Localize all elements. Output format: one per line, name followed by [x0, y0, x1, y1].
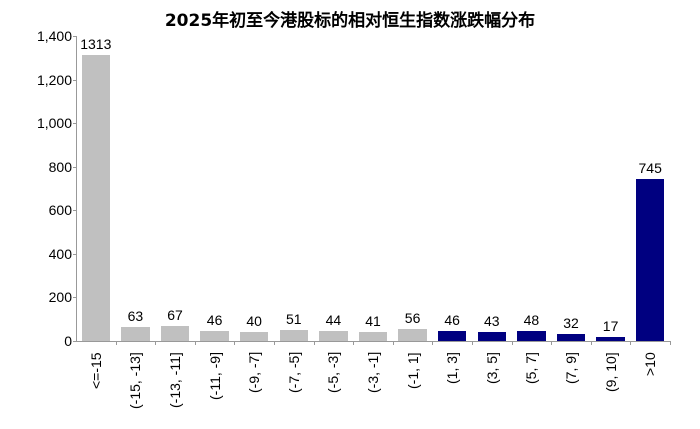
bar [437, 330, 467, 341]
bar [556, 334, 586, 341]
x-tick-label: (-7, -5] [285, 351, 302, 393]
x-tick-mark [313, 341, 315, 345]
bar [477, 331, 507, 341]
data-label: 43 [484, 312, 500, 329]
bar [596, 337, 625, 341]
bar [81, 54, 111, 341]
bar [635, 178, 665, 341]
data-label: 67 [167, 307, 183, 324]
x-tick-mark [155, 341, 157, 345]
x-tick-label: (3, 5] [483, 352, 500, 384]
bar [200, 330, 229, 341]
x-tick-label: (-1, 1] [404, 352, 421, 389]
x-tick-mark [353, 341, 355, 345]
bar [517, 330, 546, 341]
x-tick-label: <=-15 [87, 352, 104, 389]
data-label: 51 [286, 310, 302, 327]
x-tick-mark [630, 341, 632, 345]
bar [239, 332, 269, 341]
x-tick-mark [234, 341, 236, 345]
x-tick-label: (5, 7] [523, 352, 540, 384]
y-tick-label: 400 [48, 245, 72, 262]
data-label: 41 [365, 313, 381, 330]
bar [398, 328, 427, 341]
data-label: 46 [206, 311, 223, 328]
x-tick-mark [551, 341, 553, 345]
x-tick-mark [670, 341, 671, 345]
x-tick-label: >10 [642, 352, 659, 376]
data-label: 44 [325, 312, 342, 329]
data-label: 745 [638, 159, 662, 176]
y-axis [76, 36, 77, 342]
x-tick-mark [115, 341, 117, 345]
data-label: 17 [602, 318, 619, 335]
x-tick-label: (-11, -9] [206, 352, 223, 400]
y-tick-mark [73, 79, 77, 81]
x-axis [76, 341, 670, 342]
bar [160, 326, 190, 341]
y-tick-mark [73, 36, 77, 37]
y-tick-label: 600 [48, 202, 72, 219]
x-tick-label: (1, 3] [444, 352, 461, 384]
x-tick-mark [392, 341, 394, 345]
data-label: 63 [127, 308, 144, 325]
y-tick-mark [73, 341, 77, 342]
x-tick-label: (-5, -3] [325, 351, 342, 393]
x-tick-mark [590, 341, 592, 345]
x-tick-label: (-9, -7] [246, 351, 263, 393]
y-tick-label: 1,000 [36, 115, 72, 132]
bar [319, 331, 348, 341]
y-tick-label: 1,400 [36, 28, 72, 44]
x-tick-mark [511, 341, 513, 345]
x-tick-mark [472, 341, 473, 345]
x-tick-label: (-13, -11] [167, 352, 183, 408]
y-tick-label: 800 [48, 158, 72, 175]
y-tick-label: 200 [48, 289, 72, 306]
x-tick-label: (-3, -1] [365, 351, 381, 393]
x-tick-label: (7, 9] [563, 352, 579, 384]
bar [358, 332, 388, 341]
data-label: 48 [523, 311, 540, 328]
data-label: 56 [404, 309, 421, 326]
y-tick-mark [73, 297, 77, 299]
y-tick-label: 0 [64, 333, 72, 349]
y-tick-mark [73, 123, 77, 125]
data-label: 1313 [80, 35, 112, 52]
bar [279, 329, 309, 341]
x-tick-label: (-15, -13] [127, 352, 144, 409]
data-label: 46 [444, 311, 460, 328]
data-label: 40 [246, 313, 262, 330]
chart-title: 2025年初至今港股标的相对恒生指数涨跌幅分布 [164, 11, 536, 31]
x-tick-label: (9, 10] [602, 352, 619, 392]
y-tick-mark [73, 253, 77, 255]
bar [121, 327, 150, 341]
data-label: 32 [563, 315, 579, 332]
y-tick-mark [73, 166, 77, 168]
y-tick-mark [73, 210, 77, 212]
x-tick-mark [194, 341, 196, 345]
y-tick-label: 1,200 [36, 71, 72, 88]
x-tick-mark [432, 341, 434, 345]
x-tick-mark [274, 341, 275, 345]
